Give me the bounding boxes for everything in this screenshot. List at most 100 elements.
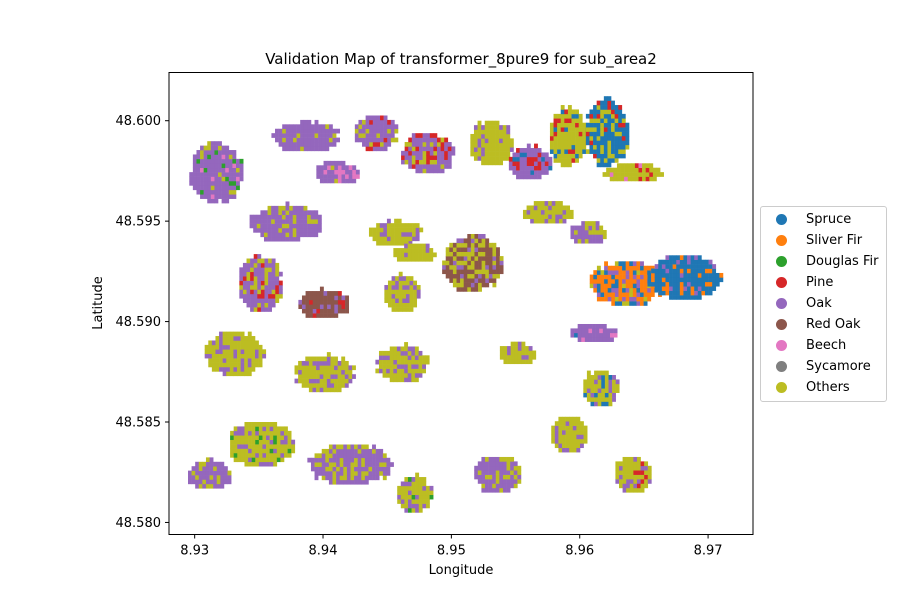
pixel-point	[301, 360, 306, 366]
pixel-point	[379, 453, 384, 459]
pixel-point	[276, 435, 281, 440]
pixel-point	[273, 461, 278, 467]
pixel-point	[368, 462, 373, 467]
pixel-point	[372, 471, 376, 476]
pixel-point	[362, 128, 366, 134]
pixel-point	[263, 223, 268, 229]
pixel-point	[544, 152, 549, 158]
pixel-point	[422, 359, 426, 365]
pixel-point	[636, 261, 641, 267]
pixel-point	[260, 293, 265, 299]
pixel-point	[596, 131, 601, 137]
pixel-point	[222, 340, 227, 346]
pixel-point	[236, 163, 240, 169]
pixel-point	[679, 255, 684, 261]
pixel-point	[612, 392, 616, 398]
pixel-point	[470, 234, 475, 239]
pixel-point	[565, 425, 570, 431]
pixel-point	[298, 365, 303, 371]
pixel-point	[390, 133, 395, 138]
pixel-point	[375, 466, 380, 472]
pixel-point	[218, 141, 222, 146]
pixel-point	[354, 128, 359, 134]
pixel-point	[425, 252, 430, 258]
pixel-point	[537, 148, 542, 153]
pixel-point	[341, 369, 346, 375]
pixel-point	[386, 236, 391, 242]
pixel-point	[644, 465, 649, 471]
pixel-point	[567, 127, 572, 132]
pixel-point	[325, 146, 330, 152]
pixel-point	[256, 219, 261, 224]
pixel-point	[275, 285, 280, 290]
pixel-point	[404, 155, 409, 160]
pixel-point	[708, 290, 713, 296]
pixel-point	[694, 290, 699, 296]
pixel-point	[565, 443, 570, 449]
pixel-point	[522, 209, 527, 215]
pixel-point	[643, 283, 648, 289]
pixel-point	[323, 365, 328, 371]
pixel-point	[218, 172, 222, 177]
pixel-point	[298, 374, 303, 379]
pixel-point	[705, 268, 709, 274]
pixel-point	[240, 435, 245, 440]
pixel-point	[411, 159, 416, 165]
pixel-point	[633, 465, 638, 471]
pixel-point	[408, 223, 413, 228]
pixel-point	[214, 172, 219, 177]
pixel-point	[414, 256, 419, 262]
pixel-point	[638, 176, 643, 182]
pixel-point	[361, 462, 366, 467]
pixel-point	[236, 176, 240, 182]
pixel-point	[481, 238, 486, 244]
pixel-point	[492, 465, 497, 471]
pixel-point	[192, 163, 197, 169]
pixel-point	[334, 313, 339, 318]
pixel-point	[432, 252, 437, 258]
y-tick-label: 48.590	[116, 315, 162, 330]
pixel-point	[512, 165, 517, 171]
pixel-point	[379, 448, 384, 454]
pixel-point	[618, 283, 623, 289]
pixel-point	[437, 142, 441, 147]
pixel-point	[343, 466, 348, 472]
pixel-point	[244, 448, 249, 454]
pixel-point	[314, 227, 319, 233]
pixel-point	[218, 194, 222, 199]
pixel-point	[618, 127, 623, 132]
pixel-point	[661, 281, 666, 287]
pixel-point	[485, 260, 490, 266]
pixel-point	[510, 359, 515, 365]
pixel-point	[334, 299, 339, 305]
pixel-point	[361, 479, 366, 485]
pixel-point	[429, 155, 434, 160]
pixel-point	[350, 479, 355, 485]
pixel-point	[484, 147, 489, 152]
pixel-point	[669, 259, 673, 265]
pixel-point	[665, 264, 670, 269]
pixel-point	[426, 146, 431, 152]
pixel-point	[481, 465, 486, 471]
pixel-point	[398, 302, 403, 308]
pixel-point	[562, 434, 566, 440]
pixel-point	[397, 494, 402, 500]
pixel-point	[289, 227, 294, 233]
pixel-point	[485, 461, 489, 467]
pixel-point	[530, 161, 535, 166]
pixel-point	[495, 456, 500, 462]
pixel-point	[232, 167, 237, 173]
pixel-point	[604, 401, 609, 407]
pixel-point	[369, 124, 374, 130]
pixel-point	[207, 154, 212, 160]
pixel-point	[372, 453, 376, 459]
pixel-point	[312, 299, 317, 305]
pixel-point	[629, 479, 634, 484]
pixel-point	[495, 133, 500, 139]
pixel-point	[303, 119, 308, 125]
pixel-point	[485, 256, 490, 261]
pixel-point	[271, 293, 276, 299]
pixel-point	[330, 169, 335, 175]
pixel-point	[629, 287, 634, 293]
pixel-point	[307, 142, 312, 147]
